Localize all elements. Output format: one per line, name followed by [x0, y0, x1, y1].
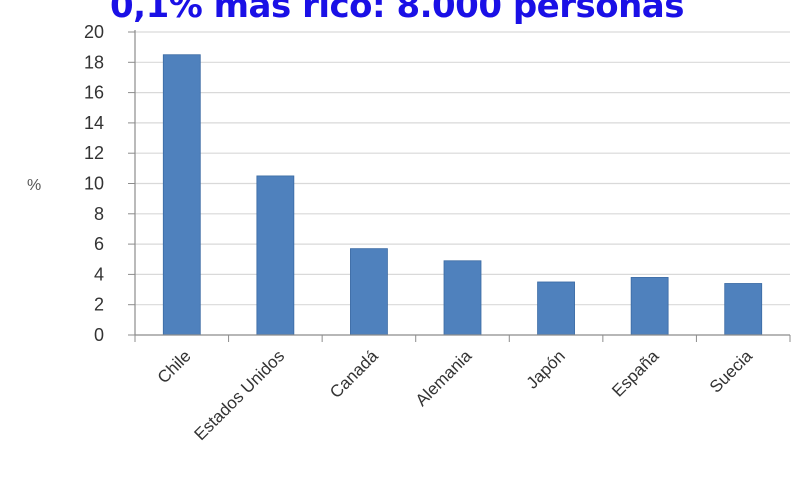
y-tick-label: 6	[94, 234, 104, 254]
y-tick-label: 12	[84, 143, 104, 163]
y-tick-labels: 0 2 4 6 8 10 12 14 16 18 20	[84, 22, 104, 345]
category-label: Suecia	[706, 346, 757, 397]
category-label: Chile	[154, 346, 195, 387]
axes	[128, 30, 791, 342]
category-label: Japón	[523, 346, 569, 392]
y-tick-label: 16	[84, 83, 104, 103]
y-tick-label: 2	[94, 295, 104, 315]
bars	[162, 54, 763, 336]
category-label: España	[608, 346, 663, 401]
category-label: Canadá	[326, 346, 382, 402]
bar-canadá	[350, 248, 388, 336]
y-tick-label: 10	[84, 174, 104, 194]
y-tick-label: 0	[94, 325, 104, 345]
bar-estados-unidos	[256, 175, 295, 336]
bar-japón	[537, 281, 575, 336]
bar-alemania	[443, 260, 482, 336]
chart-title: 0,1% más rico: 8.000 personas	[110, 0, 684, 26]
y-tick-label: 8	[94, 204, 104, 224]
y-tick-label: 18	[84, 52, 104, 72]
bar-suecia	[724, 283, 763, 336]
category-label: Alemania	[412, 346, 476, 410]
y-tick-label: 4	[94, 264, 104, 284]
y-tick-label: 20	[84, 22, 104, 42]
bar-chile	[162, 54, 201, 336]
y-tick-label: 14	[84, 113, 104, 133]
y-axis-label: %	[27, 177, 41, 194]
category-label: Estados Unidos	[191, 346, 289, 444]
bar-españa	[630, 277, 669, 336]
